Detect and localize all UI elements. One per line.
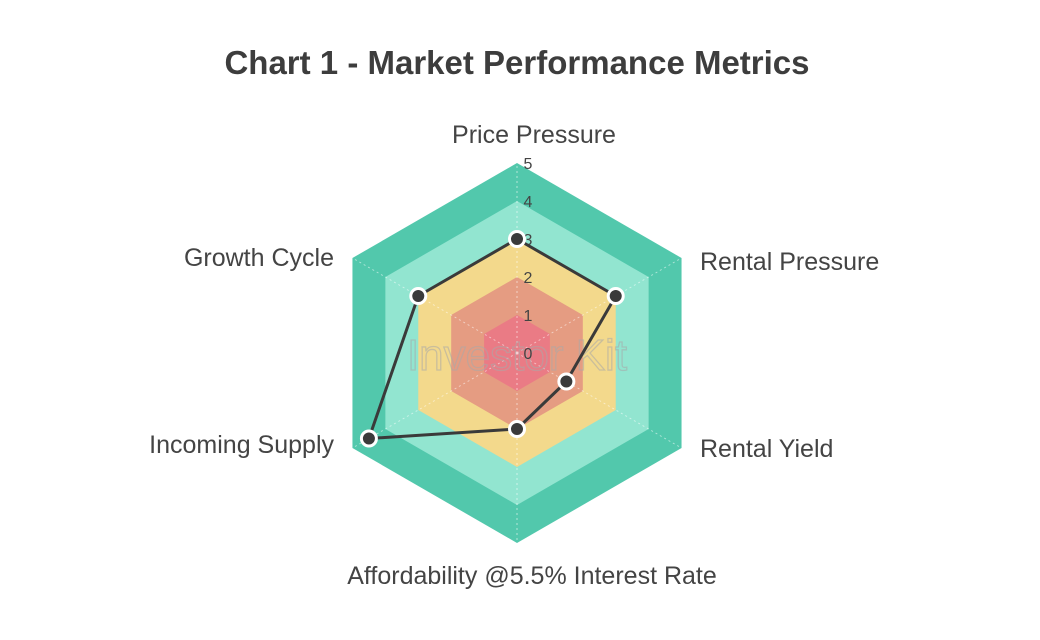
tick-label: 1	[524, 308, 533, 325]
axis-label: Growth Cycle	[184, 244, 334, 272]
data-point	[557, 372, 576, 391]
tick-label: 2	[524, 270, 533, 287]
axis-labels: Price Pressure Rental Pressure Rental Yiel…	[149, 121, 879, 590]
axis-label: Affordability @5.5% Interest Rate	[347, 562, 717, 590]
tick-label: 3	[524, 232, 533, 249]
chart-title: Chart 1 - Market Performance Metrics	[224, 44, 809, 81]
spoke-line	[516, 352, 682, 449]
axis-label: Price Pressure	[452, 121, 616, 149]
series-layer	[359, 230, 625, 448]
data-point	[606, 287, 625, 305]
data-point	[359, 429, 378, 448]
axis-label: Rental Pressure	[700, 248, 879, 276]
watermark-text: Investor Kit	[407, 331, 627, 380]
tick-label: 0	[524, 346, 533, 363]
data-point	[508, 420, 526, 438]
axis-label: Incoming Supply	[149, 431, 334, 459]
data-point	[508, 230, 526, 248]
radar-spokes	[352, 163, 682, 543]
radial-ticks: 0 1 2 3 4 5	[524, 156, 533, 363]
axis-label: Rental Yield	[700, 435, 833, 463]
spoke-line	[352, 257, 518, 354]
data-point	[409, 287, 428, 305]
spoke-line	[352, 352, 518, 449]
tick-label: 5	[524, 156, 533, 173]
spoke-line	[516, 257, 682, 354]
tick-label: 4	[524, 194, 533, 211]
